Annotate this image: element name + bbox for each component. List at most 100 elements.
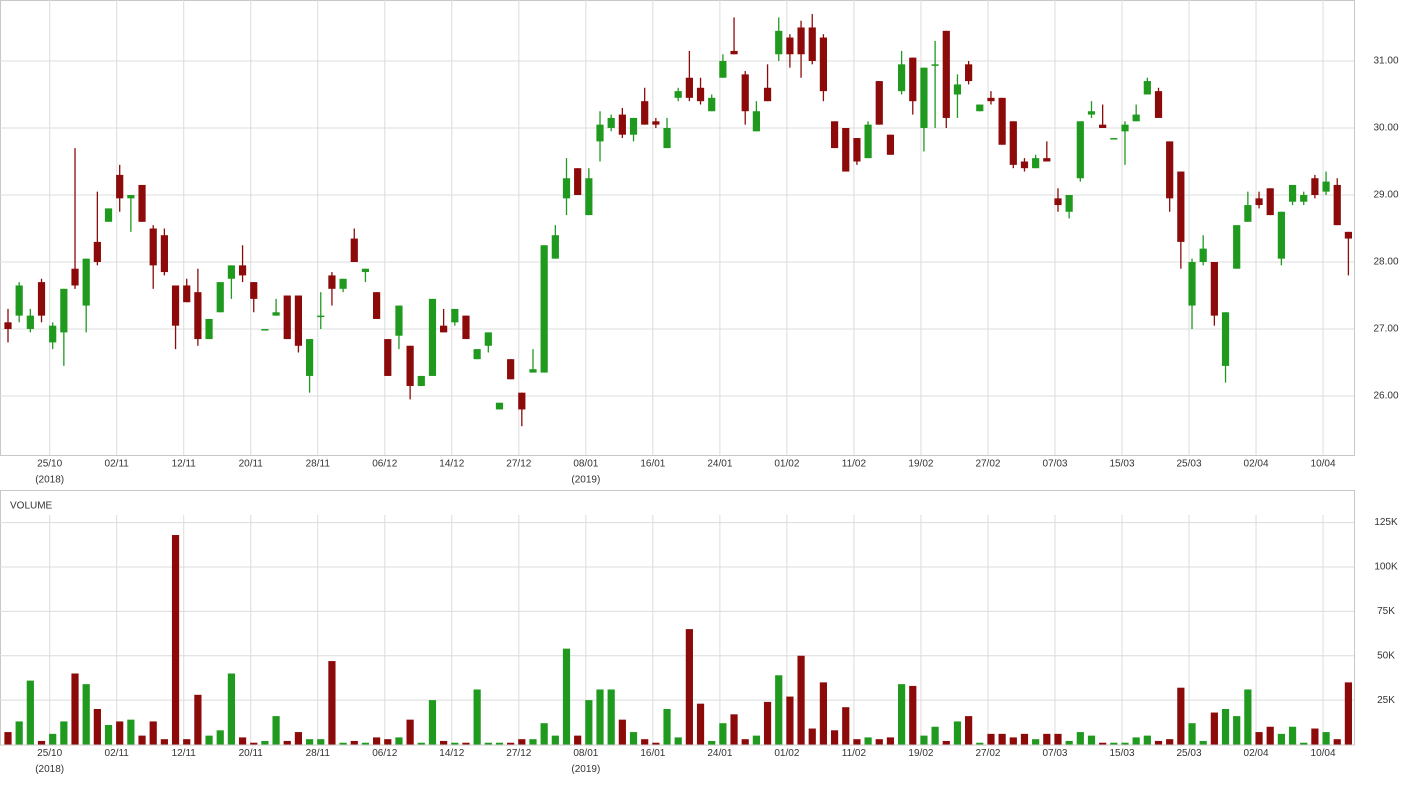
volume-bar	[1266, 726, 1274, 745]
volume-bar	[37, 740, 46, 745]
x-tick-label: 11/02	[842, 748, 867, 759]
volume-bar	[149, 721, 157, 745]
candle-body	[1054, 198, 1062, 206]
x-tick-label: 15/03	[1109, 748, 1134, 759]
candle-body	[976, 104, 984, 112]
x-tick-label: 24/01	[707, 459, 732, 470]
x-tick-label: 19/02	[908, 459, 933, 470]
volume-bar	[1065, 740, 1073, 745]
volume-bar	[540, 723, 548, 745]
candle-body	[138, 184, 146, 222]
x-tick-label: 20/11	[239, 748, 264, 759]
volume-bar	[451, 742, 459, 745]
candle-body	[1199, 248, 1207, 263]
candle-body	[1154, 91, 1163, 118]
volume-bar	[685, 629, 693, 745]
candle-body	[495, 402, 504, 410]
volume-bar	[641, 739, 649, 745]
candle-body	[540, 245, 548, 373]
volume-bar	[507, 742, 515, 745]
x-tick-label: 06/12	[372, 459, 397, 470]
x-tick-label: 07/03	[1042, 748, 1067, 759]
candle-body	[1300, 195, 1308, 202]
volume-bar	[562, 648, 571, 745]
volume-bar	[384, 739, 392, 745]
candle-body	[361, 268, 370, 273]
volume-bar	[1166, 739, 1174, 745]
volume-bar	[361, 742, 370, 745]
volume-bar	[473, 689, 481, 745]
candle-body	[305, 339, 314, 376]
volume-bar	[786, 696, 794, 745]
candle-body	[1043, 158, 1051, 162]
volume-bar	[428, 700, 437, 745]
volume-bar	[1177, 687, 1185, 745]
volume-bar	[652, 742, 660, 745]
x-tick-label: 16/01	[640, 748, 665, 759]
x-tick-label: 01/02	[774, 748, 799, 759]
y-tick-label: 28.00	[1373, 257, 1398, 268]
candle-body	[339, 278, 347, 289]
volume-bar	[775, 675, 783, 745]
candle-body	[529, 369, 537, 373]
candle-body	[350, 238, 358, 263]
volume-bar	[93, 708, 101, 745]
candle-body	[1076, 121, 1084, 179]
volume-bar	[1009, 737, 1017, 745]
panel-frame	[0, 490, 1355, 746]
volume-bar	[875, 739, 883, 745]
candle-body	[205, 318, 213, 340]
volume-bar	[607, 689, 615, 745]
volume-bar	[317, 739, 325, 745]
candle-body	[160, 235, 168, 273]
candle-body	[607, 117, 615, 128]
x-tick-label: 10/04	[1311, 459, 1336, 470]
candle-body	[194, 292, 202, 340]
candle-body	[953, 84, 962, 95]
volume-bar	[484, 742, 492, 745]
candle-body	[685, 77, 693, 98]
candle-body	[317, 315, 325, 318]
y-tick-label: 75K	[1377, 606, 1395, 617]
x-tick-label: 06/12	[372, 748, 397, 759]
candle-body	[1132, 114, 1140, 122]
x-tick-label: 28/11	[306, 748, 331, 759]
candle-body	[652, 121, 660, 125]
x-tick-label: 19/02	[908, 748, 933, 759]
candle-body	[898, 64, 906, 92]
x-tick-label: 16/01	[640, 459, 665, 470]
volume-bar	[663, 708, 671, 745]
x-tick-label: 01/02	[774, 459, 799, 470]
x-tick-label: 27/12	[506, 459, 531, 470]
volume-bar	[339, 742, 347, 745]
volume-bar	[797, 655, 805, 745]
candle-body	[451, 308, 459, 323]
volume-bar	[1043, 733, 1051, 745]
candle-body	[741, 74, 749, 112]
volume-bar	[987, 733, 995, 745]
candle-body	[1121, 124, 1129, 132]
candle-body	[484, 332, 492, 346]
x-tick-label: 15/03	[1109, 459, 1134, 470]
candle-body	[1110, 138, 1118, 140]
y-tick-label: 30.00	[1373, 123, 1398, 134]
candle-body	[71, 268, 79, 286]
candle-body	[708, 97, 716, 112]
y-tick-label: 125K	[1374, 517, 1398, 528]
candle-body	[1210, 262, 1218, 316]
volume-bar	[227, 673, 235, 745]
candle-body	[1344, 231, 1352, 239]
volume-bar	[283, 740, 291, 745]
volume-bar	[1121, 742, 1129, 745]
volume-bar	[1076, 732, 1084, 745]
candle-body	[171, 285, 180, 326]
candle-body	[886, 134, 895, 155]
volume-bar	[261, 740, 269, 745]
candle-body	[395, 305, 403, 336]
volume-title: VOLUME	[10, 501, 53, 512]
y-tick-label: 50K	[1377, 650, 1395, 661]
volume-bar	[752, 735, 760, 745]
volume-bar	[1020, 733, 1029, 745]
volume-bar	[808, 728, 816, 745]
